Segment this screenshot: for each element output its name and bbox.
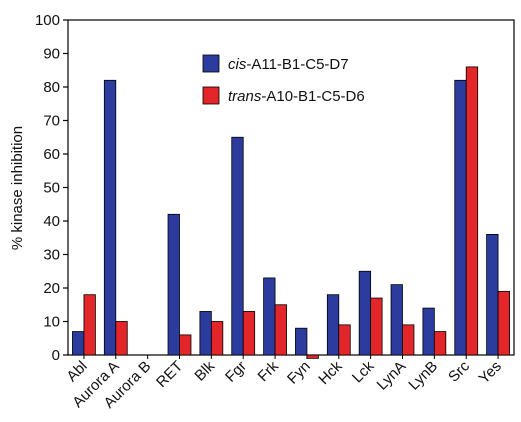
bar: [326, 294, 340, 356]
x-tick-label: Frk: [255, 357, 283, 385]
bar: [370, 297, 383, 356]
x-tick-label: Fyn: [284, 358, 314, 388]
bar: [83, 294, 96, 356]
bar: [231, 136, 244, 356]
bar: [274, 304, 287, 356]
bar: [103, 79, 117, 356]
bar: [358, 270, 372, 356]
y-tick-label: 80: [43, 79, 60, 96]
bar: [486, 233, 499, 356]
x-tick-label: Src: [445, 357, 473, 385]
x-tick-label: Blk: [191, 357, 218, 384]
x-tick-label: LynA: [374, 358, 410, 394]
bar: [167, 213, 180, 356]
bar: [115, 321, 128, 356]
legend-label: cis-A11-B1-C5-D7: [228, 56, 349, 73]
bar: [306, 354, 319, 359]
bar: [402, 324, 415, 356]
y-tick-label: 40: [43, 213, 60, 230]
legend-swatch: [202, 54, 220, 73]
x-tick-label: RET: [153, 358, 186, 391]
y-tick-label: 10: [43, 314, 60, 331]
legend-label: trans-A10-B1-C5-D6: [228, 88, 365, 105]
bar: [210, 321, 224, 356]
y-tick-label: 60: [43, 146, 60, 163]
bar: [465, 66, 479, 356]
x-tick-label: Fgr: [222, 358, 250, 386]
bar: [433, 331, 447, 356]
bar: [263, 277, 276, 356]
y-tick-label: 0: [52, 347, 60, 364]
y-axis-label: % kinase inhibition: [9, 126, 26, 250]
y-tick-label: 30: [43, 247, 60, 264]
y-tick-label: 100: [35, 12, 60, 29]
bar: [295, 327, 308, 356]
bar: [338, 324, 351, 356]
bar: [422, 307, 435, 356]
y-tick-label: 20: [43, 280, 60, 297]
bar: [72, 331, 85, 356]
x-tick-label: Hck: [315, 357, 346, 388]
x-tick-label: Yes: [476, 358, 505, 387]
y-tick-label: 50: [43, 180, 60, 197]
y-tick-label: 90: [43, 46, 60, 63]
legend-swatch: [202, 86, 220, 105]
bar: [497, 290, 510, 356]
x-tick-label: LynB: [405, 358, 441, 394]
bar: [390, 284, 403, 356]
bar: [179, 334, 192, 356]
bar: [242, 311, 256, 356]
bar: [454, 79, 467, 356]
bar: [199, 311, 212, 356]
y-tick-label: 70: [43, 113, 60, 130]
